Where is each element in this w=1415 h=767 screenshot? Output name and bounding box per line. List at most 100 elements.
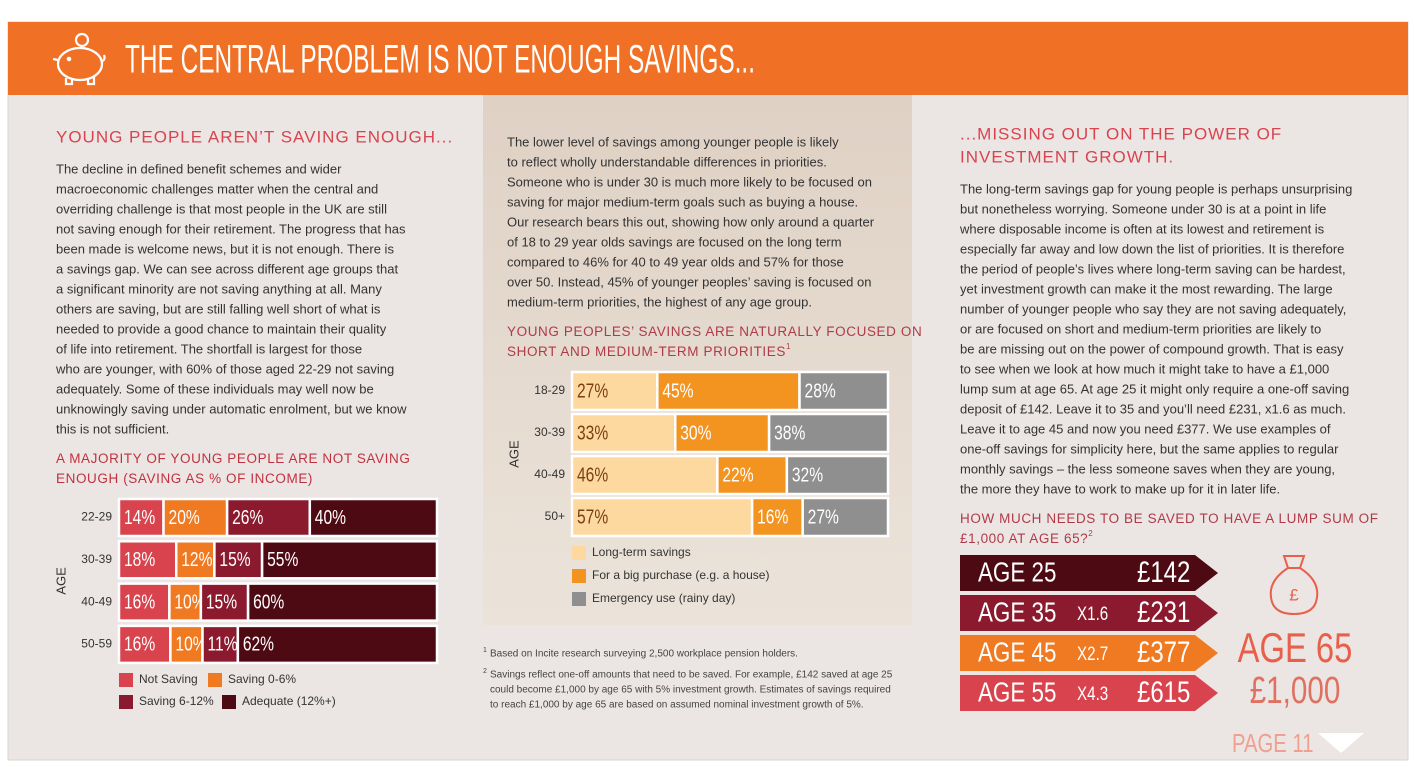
footnote-mark: 1 xyxy=(786,342,791,351)
body-line: who are younger, with 60% of those aged … xyxy=(55,361,394,376)
legend-label: Not Saving xyxy=(139,672,198,686)
age-label: AGE 35 xyxy=(978,597,1056,628)
value-label: 15% xyxy=(219,548,250,570)
body-line: Our research bears this out, showing how… xyxy=(507,214,875,229)
body-line: unknowingly saving under automatic enrol… xyxy=(56,401,407,416)
value-label: 60% xyxy=(253,591,284,613)
chart-title: SHORT AND MEDIUM-TERM PRIORITIES1 xyxy=(507,342,791,358)
chart-title-line: YOUNG PEOPLES’ SAVINGS ARE NATURALLY FOC… xyxy=(507,324,922,339)
footnote-mark: 2 xyxy=(483,668,487,675)
chart-title: £1,000 AT AGE 65?2 xyxy=(960,529,1093,545)
value-label: 20% xyxy=(169,506,200,528)
legend-label: For a big purchase (e.g. a house) xyxy=(592,568,769,582)
value-label: 55% xyxy=(267,548,298,570)
value-label: 27% xyxy=(577,379,608,401)
value-label: 33% xyxy=(577,421,608,443)
body-line: others are saving, but are still falling… xyxy=(56,301,381,316)
value-label: 16% xyxy=(757,505,788,527)
bar-segment xyxy=(117,497,165,538)
body-line: been made is welcome news, but it is not… xyxy=(56,241,394,256)
legend-swatch xyxy=(208,673,222,687)
chart-title-line: ENOUGH (SAVING AS % OF INCOME) xyxy=(56,471,313,486)
body-line: not saving enough for their retirement. … xyxy=(56,221,406,236)
category-label: 50-59 xyxy=(81,637,112,651)
value-label: 12% xyxy=(181,548,212,570)
chart-title-line: SHORT AND MEDIUM-TERM PRIORITIES xyxy=(507,344,786,359)
body-line: the more they have to work to make up fo… xyxy=(960,481,1280,496)
arrow-bar xyxy=(960,635,1218,671)
bar-segment xyxy=(570,496,754,538)
value-label: 16% xyxy=(124,591,155,613)
money-bag-icon xyxy=(1269,555,1319,616)
bar-segment xyxy=(201,624,240,665)
bar-segment xyxy=(117,624,172,665)
bar-segment xyxy=(673,412,771,454)
multiplier-label: X4.3 xyxy=(1077,682,1108,704)
header-bar xyxy=(8,22,1408,95)
arrow-bar xyxy=(960,675,1218,711)
category-label: 40-49 xyxy=(534,467,565,481)
multiplier-label: X1.6 xyxy=(1077,602,1108,624)
footnote-line: Savings reflect one-off amounts that nee… xyxy=(490,670,893,681)
body-line: deposit of £142. Leave it to 35 and you’… xyxy=(960,401,1346,416)
value-label: 10% xyxy=(175,633,206,655)
bar-segment xyxy=(174,540,216,580)
body-line: number of younger people who say they ar… xyxy=(960,301,1346,316)
value-label: 62% xyxy=(243,633,274,655)
bar-segment xyxy=(117,582,171,622)
section-heading: ...MISSING OUT ON THE POWER OF xyxy=(960,124,1282,143)
value-label: 28% xyxy=(805,379,836,401)
bag-symbol: £ xyxy=(1289,585,1299,604)
legend-label: Adequate (12%+) xyxy=(242,694,336,708)
bar-segment xyxy=(750,496,804,538)
legend-label: Saving 6-12% xyxy=(139,694,214,708)
page-title: THE CENTRAL PROBLEM IS NOT ENOUGH SAVING… xyxy=(125,38,755,82)
category-label: 30-39 xyxy=(534,425,565,439)
body-line: a significant minority are not saving an… xyxy=(56,281,382,296)
body-line: Leave it to age 45 and now you need £377… xyxy=(960,421,1331,436)
chart-title-line: HOW MUCH NEEDS TO BE SAVED TO HAVE A LUM… xyxy=(960,511,1379,526)
amount-label: £231 xyxy=(1137,594,1190,628)
body-line: overriding challenge is that most people… xyxy=(56,201,387,216)
body-line: the period of people’s lives where long-… xyxy=(960,261,1346,276)
bar-segment xyxy=(168,582,203,622)
bar-segment xyxy=(656,370,801,412)
chart-title: A MAJORITY OF YOUNG PEOPLE ARE NOT SAVIN… xyxy=(56,451,410,466)
target-amount: £1,000 xyxy=(1250,670,1341,712)
legend-swatch xyxy=(119,673,133,687)
legend-label: Saving 0-6% xyxy=(228,672,296,686)
piggy-icon xyxy=(52,32,106,86)
age-label: AGE 55 xyxy=(978,677,1056,708)
value-label: 10% xyxy=(174,591,205,613)
body-line: or are focused on short and medium-term … xyxy=(960,321,1321,336)
value-label: 30% xyxy=(680,421,711,443)
category-label: 40-49 xyxy=(81,594,112,608)
body-line: yet investment growth can make it the mo… xyxy=(960,281,1333,296)
footnote-line: Based on Incite research surveying 2,500… xyxy=(490,649,798,660)
section-heading: YOUNG PEOPLE AREN’T SAVING ENOUGH... xyxy=(56,127,453,146)
chart-title: HOW MUCH NEEDS TO BE SAVED TO HAVE A LUM… xyxy=(960,511,1379,526)
bar-segment xyxy=(236,624,439,665)
value-label: 32% xyxy=(792,463,823,485)
value-label: 57% xyxy=(577,505,608,527)
legend-swatch xyxy=(572,569,586,583)
chart-title: YOUNG PEOPLES’ SAVINGS ARE NATURALLY FOC… xyxy=(507,324,922,339)
body-line: adequately. Some of these individuals ma… xyxy=(56,381,374,396)
body-line: needed to provide a good chance to maint… xyxy=(56,321,387,336)
value-label: 11% xyxy=(208,633,238,655)
body-line: medium-term priorities, the highest of a… xyxy=(507,294,812,309)
body-line: of life into retirement. The shortfall i… xyxy=(56,341,362,356)
multiplier-label: X2.7 xyxy=(1077,642,1108,664)
value-label: 27% xyxy=(808,505,839,527)
value-label: 38% xyxy=(774,421,805,443)
chart-title-line: £1,000 AT AGE 65? xyxy=(960,531,1088,546)
body-line: to reflect wholly understandable differe… xyxy=(507,154,827,169)
bar-segment xyxy=(213,540,264,580)
body-line: especially far away and low down the lis… xyxy=(960,241,1344,256)
page-number: PAGE 11 xyxy=(1232,728,1313,757)
bar-segment xyxy=(308,497,439,538)
bar-segment xyxy=(785,454,890,496)
value-label: 16% xyxy=(124,633,155,655)
body-line: this is not sufficient. xyxy=(56,421,169,436)
